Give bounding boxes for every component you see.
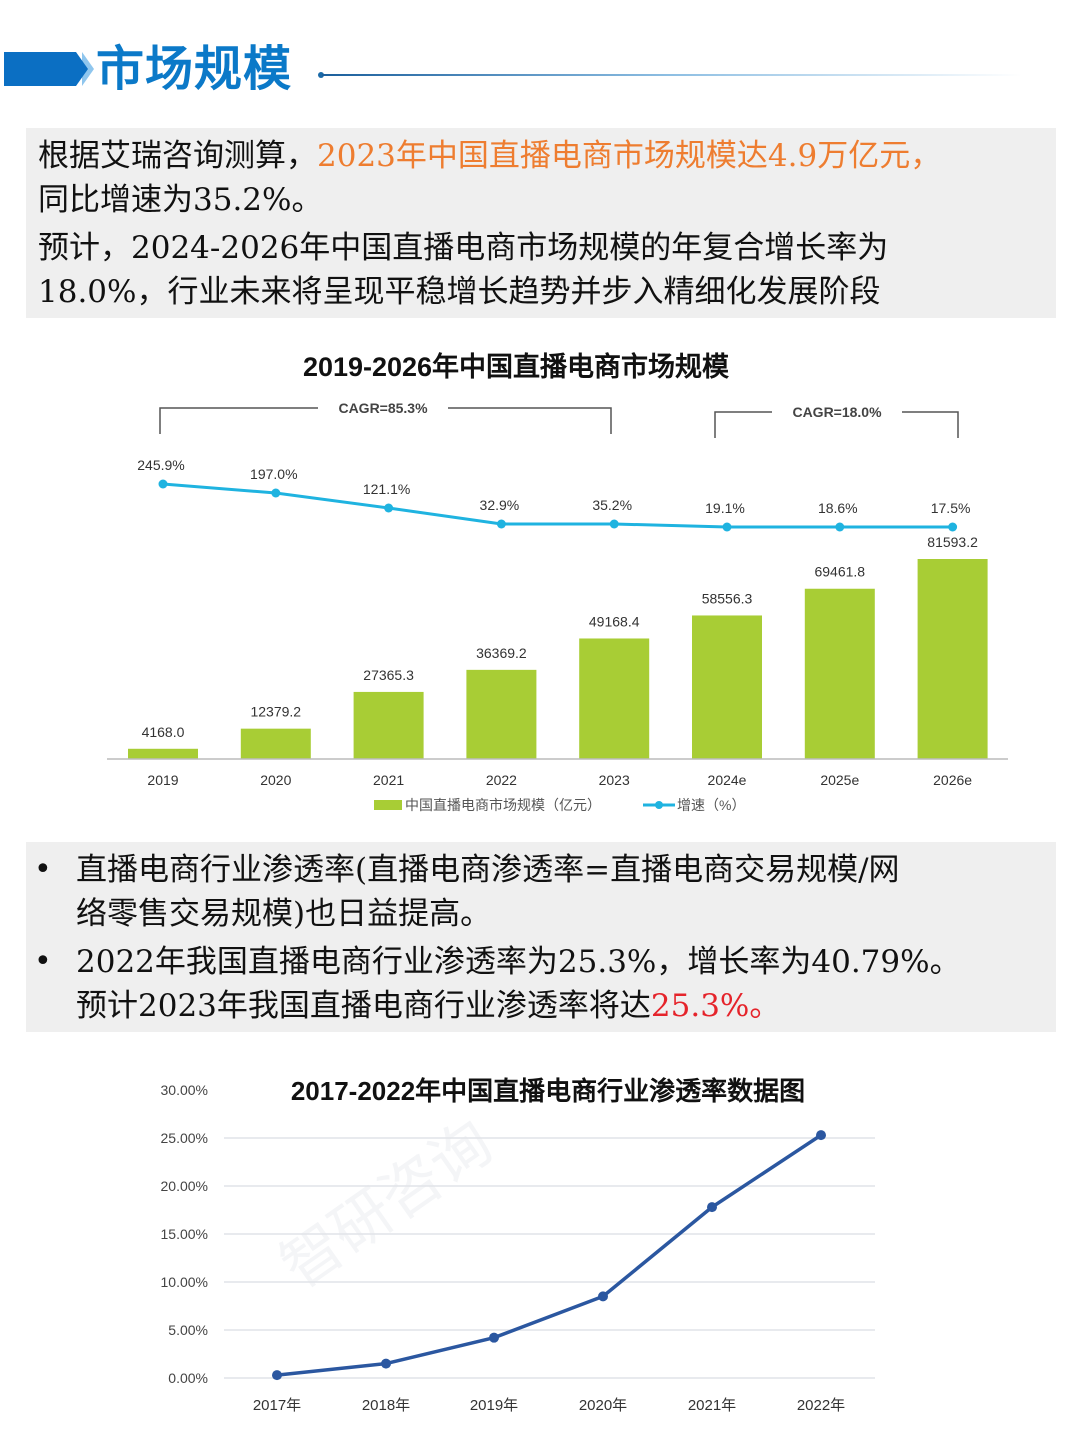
bar <box>804 588 875 759</box>
bullet-icon: • <box>34 944 52 979</box>
penetration-point <box>816 1130 826 1141</box>
penetration-point <box>707 1202 717 1213</box>
watermark: 智研咨询 <box>269 1108 504 1301</box>
growth-value-label: 121.1% <box>363 481 410 497</box>
market-size-chart: 2019-2026年中国直播电商市场规模 CAGR=85.3% CAGR=18.0%… <box>0 330 1080 830</box>
growth-value-label: 32.9% <box>480 497 520 513</box>
growth-value-label: 19.1% <box>705 500 745 516</box>
intro-line-3: 预计，2024-2026年中国直播电商市场规模的年复合增长率为 <box>38 230 889 266</box>
growth-value-label: 197.0% <box>250 466 297 482</box>
section-header: 市场规模 <box>0 38 1080 98</box>
legend-label: 中国直播电商市场规模（亿元） <box>405 797 601 813</box>
cagr-label: CAGR=85.3% <box>338 400 428 416</box>
y-axis-label: 0.00% <box>168 1370 208 1386</box>
growth-value-label: 17.5% <box>931 500 971 516</box>
bar-value-label: 12379.2 <box>250 704 301 720</box>
header-dot-icon <box>318 72 324 78</box>
x-axis-label: 2026e <box>933 772 972 788</box>
x-axis-label: 2022年 <box>797 1397 845 1414</box>
growth-point <box>948 522 958 532</box>
bar <box>692 615 762 759</box>
bar-value-label: 69461.8 <box>814 564 865 580</box>
intro-highlight: 2023年中国直播电商市场规模达4.9万亿元， <box>317 138 942 174</box>
bar-value-label: 49168.4 <box>589 613 640 629</box>
x-axis-label: 2021 <box>373 772 404 788</box>
header-arrow-icon <box>76 52 88 86</box>
x-axis-label: 2017年 <box>253 1397 301 1414</box>
bar <box>240 728 311 759</box>
penetration-b2-line1: 2022年我国直播电商行业渗透率为25.3%，增长率为40.79%。 <box>76 944 961 980</box>
cagr-bracket <box>902 411 959 438</box>
growth-point <box>496 519 506 529</box>
growth-value-label: 35.2% <box>592 497 632 513</box>
penetration-highlight: 25.3%。 <box>650 988 781 1024</box>
penetration-b2-line2: 预计2023年我国直播电商行业渗透率将达25.3%。 <box>76 988 781 1024</box>
penetration-b1-line1: 直播电商行业渗透率(直播电商渗透率=直播电商交易规模/网 <box>76 852 900 888</box>
chart-title: 2019-2026年中国直播电商市场规模 <box>303 351 729 382</box>
x-axis-label: 2019 <box>147 772 178 788</box>
intro-textbox: 根据艾瑞咨询测算，2023年中国直播电商市场规模达4.9万亿元， 同比增速为35… <box>26 128 1056 318</box>
penetration-b1-line2: 络零售交易规模)也日益提高。 <box>76 896 492 932</box>
x-axis-label: 2024e <box>708 772 747 788</box>
bar-value-label: 58556.3 <box>702 590 753 606</box>
legend-label: 增速（%） <box>677 797 745 813</box>
bar-value-label: 81593.2 <box>927 534 978 550</box>
x-axis-label: 2023 <box>599 772 630 788</box>
bar-value-label: 36369.2 <box>476 645 527 661</box>
growth-value-label: 245.9% <box>137 457 184 473</box>
legend-line-swatch <box>655 801 663 809</box>
growth-value-label: 18.6% <box>818 500 858 516</box>
x-axis-label: 2019年 <box>470 1397 518 1414</box>
x-axis-label: 2021年 <box>688 1397 736 1414</box>
penetration-point <box>489 1332 499 1343</box>
y-axis-label: 10.00% <box>161 1274 208 1290</box>
growth-point <box>158 479 168 489</box>
bar <box>353 691 424 759</box>
cagr-bracket <box>448 407 612 434</box>
penetration-point <box>272 1370 282 1381</box>
x-axis-label: 2020年 <box>579 1397 627 1414</box>
y-axis-label: 15.00% <box>161 1226 208 1242</box>
growth-point <box>271 488 281 498</box>
cagr-bracket <box>159 407 318 434</box>
growth-point <box>835 522 845 532</box>
header-block-icon <box>4 52 76 86</box>
cagr-label: CAGR=18.0% <box>792 404 882 420</box>
x-axis-label: 2020 <box>260 772 291 788</box>
growth-point <box>722 522 732 532</box>
growth-point <box>609 519 619 529</box>
growth-line <box>162 482 953 529</box>
bullet-icon: • <box>34 852 52 887</box>
bar <box>579 638 650 759</box>
penetration-point <box>598 1291 608 1302</box>
bar-value-label: 4168.0 <box>142 724 185 740</box>
x-axis-label: 2018年 <box>362 1397 410 1414</box>
bar <box>128 748 198 759</box>
penetration-textbox: • 直播电商行业渗透率(直播电商渗透率=直播电商交易规模/网 络零售交易规模)也… <box>26 842 1056 1032</box>
penetration-line <box>276 1133 822 1377</box>
intro-line-2: 同比增速为35.2%。 <box>38 182 323 218</box>
cagr-bracket <box>714 411 772 438</box>
y-axis-label: 20.00% <box>161 1178 208 1194</box>
penetration-chart: 智研咨询 0.00% 5.00% 10.00% 15.00% 20.00% 25.00% 30… <box>0 1060 1080 1440</box>
bar-value-label: 27365.3 <box>363 667 414 683</box>
bar <box>466 669 537 759</box>
x-axis-label: 2022 <box>486 772 517 788</box>
bar <box>917 559 988 759</box>
growth-point <box>384 503 394 513</box>
y-axis-label: 25.00% <box>161 1130 208 1146</box>
intro-line-1: 根据艾瑞咨询测算，2023年中国直播电商市场规模达4.9万亿元， <box>38 138 942 174</box>
y-axis-label: 5.00% <box>168 1322 208 1338</box>
header-divider <box>322 74 1022 76</box>
chart-title: 2017-2022年中国直播电商行业渗透率数据图 <box>291 1076 805 1106</box>
penetration-point <box>381 1358 391 1369</box>
section-title: 市场规模 <box>96 41 293 97</box>
intro-line-4: 18.0%，行业未来将呈现平稳增长趋势并步入精细化发展阶段 <box>38 274 881 310</box>
x-axis-label: 2025e <box>820 772 859 788</box>
y-axis-label: 30.00% <box>161 1082 208 1098</box>
legend-bar-swatch <box>374 800 402 810</box>
